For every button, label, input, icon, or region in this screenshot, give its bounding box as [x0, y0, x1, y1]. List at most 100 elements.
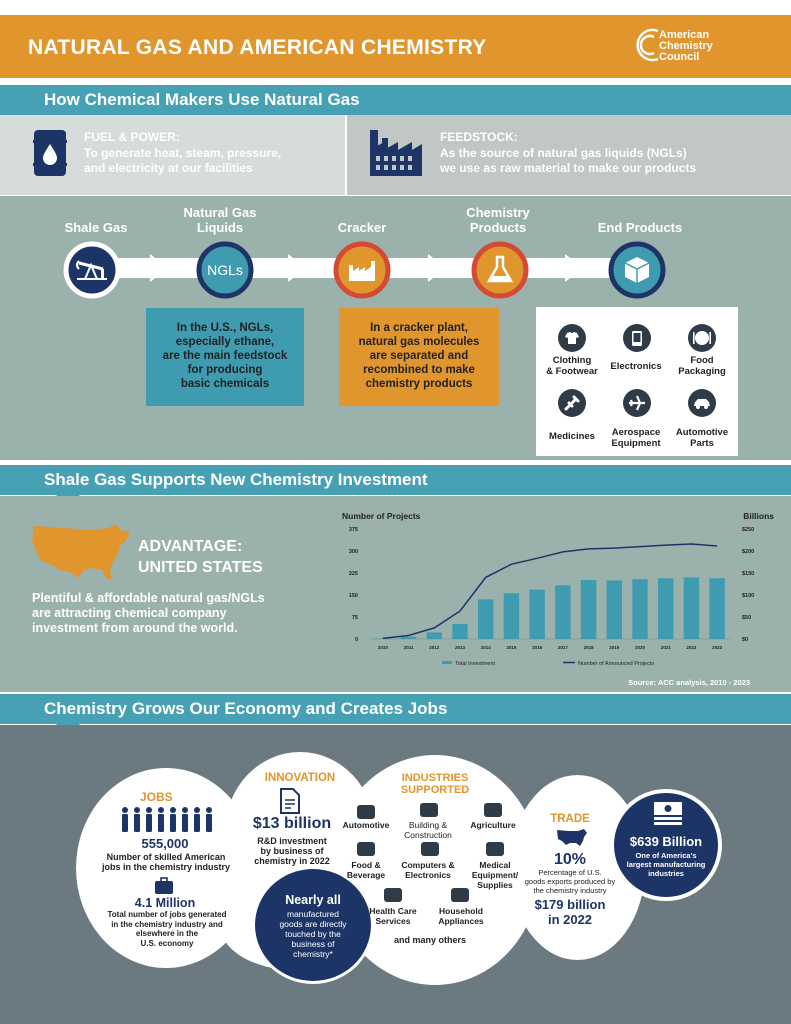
automotive-icon: [357, 805, 375, 819]
flow-arrow-2: [288, 254, 306, 282]
section2-bar: [0, 465, 791, 495]
industry-agriculture: Agriculture: [470, 820, 516, 830]
chart-bar: [452, 624, 468, 639]
plate-icon: [688, 324, 716, 352]
chart-xtick: 2014: [481, 645, 492, 650]
flow-arrow-1: [150, 254, 168, 282]
feedstock-line1: As the source of natural gas liquids (NG…: [440, 146, 687, 160]
chart-ylabel-left: Number of Projects: [342, 511, 421, 521]
chart-ytick-right: $250: [742, 527, 754, 533]
feedstock-heading: FEEDSTOCK:: [440, 130, 518, 144]
briefcase-icon: [155, 877, 173, 894]
innovation-stat: $13 billion: [252, 815, 332, 832]
chart-bar: [580, 580, 597, 639]
ngl-note-box: In the U.S., NGLs, especially ethane, are …: [146, 308, 304, 406]
person-body: [122, 814, 128, 832]
industry-automotive: Automotive: [342, 820, 390, 830]
chart-ytick-right: $150: [742, 571, 754, 577]
innovation-heading: INNOVATION: [264, 772, 336, 784]
person-head: [146, 807, 152, 813]
person-body: [206, 814, 212, 832]
person-head: [170, 807, 176, 813]
factory-icon: [370, 130, 422, 176]
innovation-desc: R&D investment by business of chemistry in…: [254, 836, 330, 866]
oil-barrel-icon: [33, 130, 67, 176]
industry-building: Building & Construction: [404, 820, 452, 840]
trade-desc: Percentage of U.S. goods exports produced…: [524, 868, 616, 895]
trade-stat: 10%: [553, 851, 587, 868]
chart-ytick-left: 300: [349, 549, 358, 555]
chart-ytick-right: $50: [742, 615, 751, 621]
section1-bar: [0, 85, 791, 115]
chart-bar: [606, 580, 622, 639]
flow-arrow-4: [565, 254, 583, 282]
flow-label-cracker: Cracker: [337, 220, 387, 235]
person-body: [158, 814, 164, 832]
acc-logo-icon: [636, 28, 659, 62]
jobs-stat2: 4.1 Million: [134, 896, 196, 910]
document-icon: [280, 788, 300, 814]
chart-ytick-left: 150: [349, 593, 358, 599]
leaf-icon: [484, 803, 502, 817]
chart-bar: [503, 593, 520, 639]
chart-xtick: 2012: [429, 645, 440, 650]
product-label-medicines: Medicines: [549, 431, 595, 442]
computer-icon: [421, 842, 439, 856]
chart-bars: [375, 577, 725, 639]
person-head: [122, 807, 128, 813]
airplane-icon: [623, 389, 651, 417]
tshirt-icon: [558, 324, 586, 352]
chart-bar: [683, 577, 700, 639]
manufacturing-desc: One of America's largest manufacturing ind…: [626, 851, 706, 878]
investment-chart: Number of Projects Billions 0 75 150 225 300…: [342, 511, 774, 687]
chart-bar: [426, 632, 442, 639]
acc-logo-text: American Chemistry Council: [659, 29, 713, 63]
industry-household: Household Appliances: [438, 906, 484, 926]
legend-swatch-investment: [442, 661, 452, 664]
chart-bar: [400, 636, 417, 639]
ngls-icon-text: NGLs: [207, 262, 243, 278]
cracker-plant-icon: [333, 241, 391, 299]
chart-xtick: 2016: [532, 645, 543, 650]
caduceus-icon: [384, 888, 402, 902]
product-label-automotive-parts: Automotive Parts: [675, 427, 729, 449]
person-head: [134, 807, 140, 813]
chart-xtick: 2019: [609, 645, 620, 650]
flow-label-end-products: End Products: [597, 220, 683, 235]
chart-ytick-right: $0: [742, 637, 748, 643]
flask-icon: [471, 241, 529, 299]
chart-ytick-left: 225: [349, 571, 358, 577]
flow-label-chemistry-products: Chemistry Products: [466, 205, 530, 235]
section3-title: Chemistry Grows Our Economy and Creates …: [44, 699, 448, 718]
jobs-stat2-desc: Total number of jobs generated in the che…: [107, 910, 227, 948]
chart-source: Source: ACC analysis, 2010 - 2023: [628, 678, 750, 687]
legend-label-projects: Number of Announced Projects: [578, 661, 654, 667]
food-icon: [357, 842, 375, 856]
chart-xtick: 2020: [635, 645, 646, 650]
car-icon: [688, 389, 716, 417]
chart-ytick-left: 0: [355, 637, 358, 643]
trade-stat2: $179 billion in 2022: [534, 897, 606, 927]
person-body: [134, 814, 140, 832]
manufacturing-stat: $639 Billion: [629, 834, 703, 849]
chart-yticks-right: $0 $50 $100 $150 $200 $250: [742, 527, 754, 643]
advantage-body: Plentiful & affordable natural gas/NGLs a…: [32, 591, 265, 635]
section2-title: Shale Gas Supports New Chemistry Investm…: [44, 470, 428, 489]
chart-xtick: 2010: [378, 645, 389, 650]
nearly-all-title: Nearly all: [285, 893, 341, 907]
product-label-electronics: Electronics: [610, 361, 662, 372]
page-title: NATURAL GAS AND AMERICAN CHEMISTRY: [28, 36, 487, 59]
fuel-line1: To generate heat, steam, pressure,: [84, 146, 282, 160]
jobs-heading: JOBS: [140, 790, 173, 804]
person-body: [170, 814, 176, 832]
industry-food: Food & Beverage: [346, 860, 386, 880]
feedstock-line2: we use as raw material to make our produ…: [440, 161, 697, 175]
chart-xticks: 2010 2011 2012 2013 2014 2015 2016 2017 2018 2019…: [378, 645, 723, 650]
chart-bar: [478, 599, 494, 639]
chart-yticks-left: 0 75 150 225 300 375: [349, 527, 358, 643]
chart-xtick: 2015: [506, 645, 517, 650]
ngls-icon: [196, 241, 254, 299]
flow-label-ngl: Natural Gas Liquids: [183, 205, 257, 235]
chart-xtick: 2013: [455, 645, 466, 650]
chart-bar: [709, 578, 725, 639]
